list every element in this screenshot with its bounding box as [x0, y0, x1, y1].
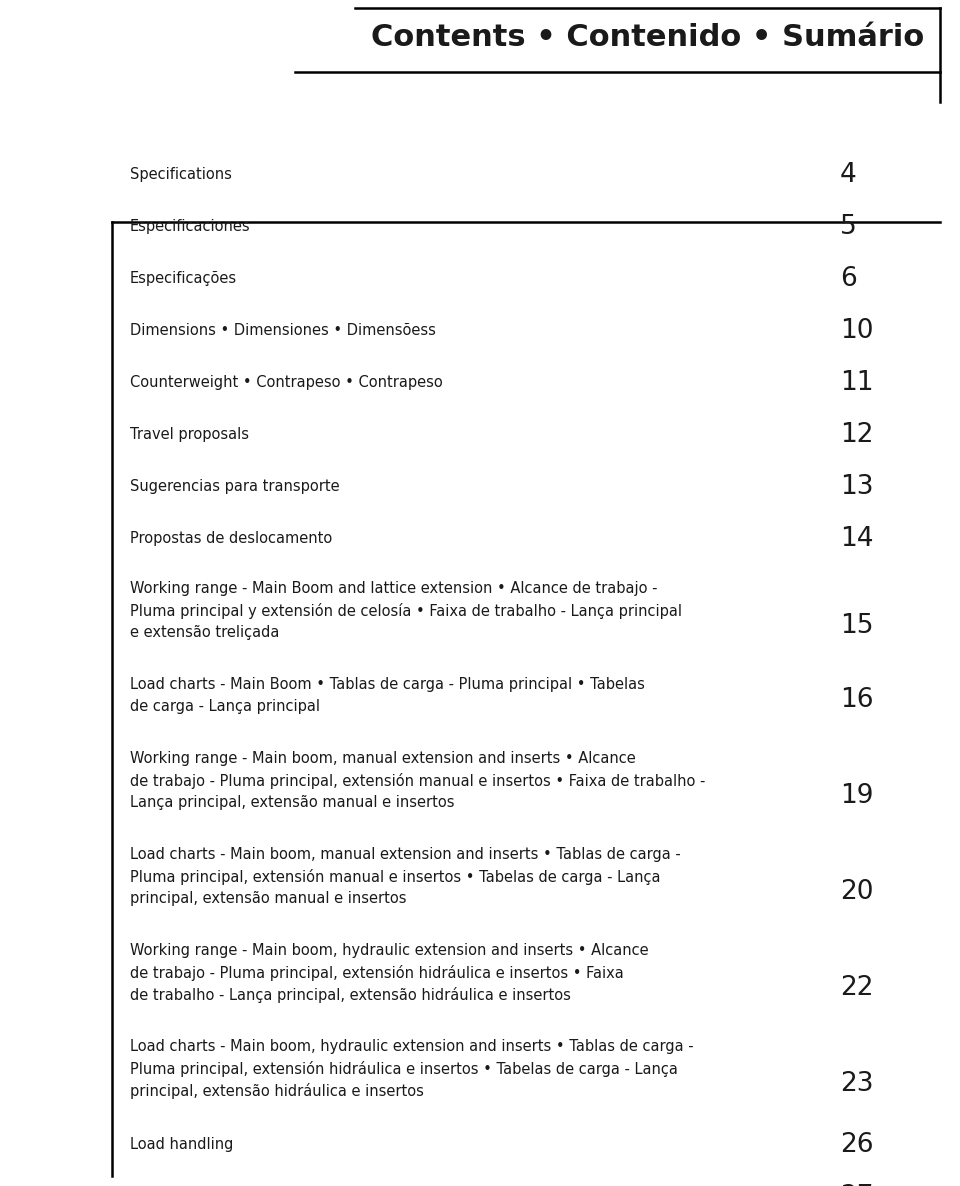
- Text: de trabajo - Pluma principal, extensión hidráulica e insertos • Faixa: de trabajo - Pluma principal, extensión …: [130, 965, 624, 981]
- Text: 22: 22: [840, 975, 874, 1001]
- Text: Dimensions • Dimensiones • Dimensõess: Dimensions • Dimensiones • Dimensõess: [130, 324, 436, 338]
- Text: 19: 19: [840, 783, 874, 809]
- Text: Load handling: Load handling: [130, 1137, 233, 1153]
- Text: Working range - Main Boom and lattice extension • Alcance de trabajo -: Working range - Main Boom and lattice ex…: [130, 581, 658, 597]
- Text: 16: 16: [840, 687, 874, 713]
- Text: Propostas de deslocamento: Propostas de deslocamento: [130, 531, 332, 547]
- Text: Load charts - Main boom, hydraulic extension and inserts • Tablas de carga -: Load charts - Main boom, hydraulic exten…: [130, 1039, 694, 1054]
- Text: principal, extensão manual e insertos: principal, extensão manual e insertos: [130, 892, 406, 906]
- Text: Travel proposals: Travel proposals: [130, 427, 249, 442]
- Text: Especificaciones: Especificaciones: [130, 219, 251, 235]
- Text: Contents • Contenido • Sumário: Contents • Contenido • Sumário: [371, 24, 924, 52]
- Text: 20: 20: [840, 879, 874, 905]
- Text: 10: 10: [840, 318, 874, 344]
- Text: 11: 11: [840, 370, 874, 396]
- Text: Working range - Main boom, hydraulic extension and inserts • Alcance: Working range - Main boom, hydraulic ext…: [130, 944, 649, 958]
- Text: 27: 27: [840, 1184, 874, 1186]
- Text: 13: 13: [840, 473, 874, 499]
- Text: Load charts - Main Boom • Tablas de carga - Pluma principal • Tabelas: Load charts - Main Boom • Tablas de carg…: [130, 677, 645, 693]
- Text: 23: 23: [840, 1071, 874, 1097]
- Text: e extensão treliçada: e extensão treliçada: [130, 625, 279, 640]
- Text: Pluma principal, extensión hidráulica e insertos • Tabelas de carga - Lança: Pluma principal, extensión hidráulica e …: [130, 1061, 678, 1077]
- Text: 26: 26: [840, 1131, 874, 1158]
- Text: Specifications: Specifications: [130, 167, 232, 183]
- Text: de trabalho - Lança principal, extensão hidráulica e insertos: de trabalho - Lança principal, extensão …: [130, 987, 571, 1003]
- Text: 4: 4: [840, 161, 856, 187]
- Text: Load charts - Main boom, manual extension and inserts • Tablas de carga -: Load charts - Main boom, manual extensio…: [130, 848, 681, 862]
- Text: 15: 15: [840, 613, 874, 639]
- Text: principal, extensão hidráulica e insertos: principal, extensão hidráulica e inserto…: [130, 1083, 424, 1099]
- Text: Pluma principal, extensión manual e insertos • Tabelas de carga - Lança: Pluma principal, extensión manual e inse…: [130, 869, 660, 885]
- Text: Pluma principal y extensión de celosía • Faixa de trabalho - Lança principal: Pluma principal y extensión de celosía •…: [130, 602, 682, 619]
- Text: 12: 12: [840, 422, 874, 448]
- Text: 5: 5: [840, 213, 856, 240]
- Text: Lança principal, extensão manual e insertos: Lança principal, extensão manual e inser…: [130, 796, 454, 810]
- Text: Sugerencias para transporte: Sugerencias para transporte: [130, 479, 340, 495]
- Text: Counterweight • Contrapeso • Contrapeso: Counterweight • Contrapeso • Contrapeso: [130, 375, 443, 390]
- Text: Working range - Main boom, manual extension and inserts • Alcance: Working range - Main boom, manual extens…: [130, 752, 636, 766]
- Text: de carga - Lança principal: de carga - Lança principal: [130, 700, 320, 714]
- Text: Especificações: Especificações: [130, 272, 237, 286]
- Text: 6: 6: [840, 266, 856, 292]
- Text: 14: 14: [840, 525, 874, 551]
- Text: de trabajo - Pluma principal, extensión manual e insertos • Faixa de trabalho -: de trabajo - Pluma principal, extensión …: [130, 773, 706, 789]
